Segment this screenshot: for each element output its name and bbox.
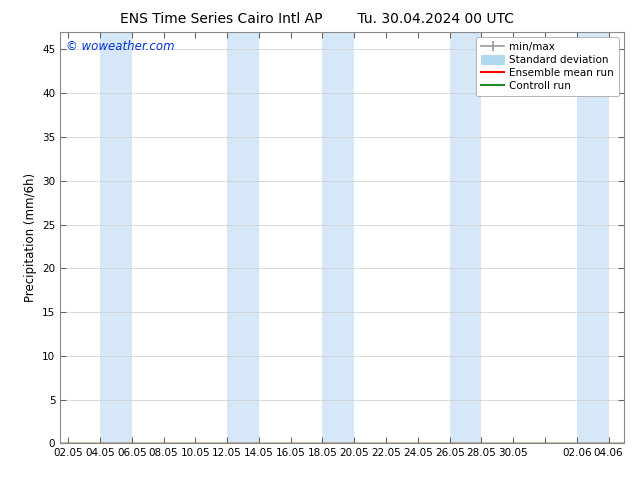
Bar [323,32,354,443]
Bar [450,32,481,443]
Bar [227,32,259,443]
Bar [100,32,132,443]
Y-axis label: Precipitation (mm/6h): Precipitation (mm/6h) [23,173,37,302]
Text: ENS Time Series Cairo Intl AP        Tu. 30.04.2024 00 UTC: ENS Time Series Cairo Intl AP Tu. 30.04.… [120,12,514,26]
Legend: min/max, Standard deviation, Ensemble mean run, Controll run: min/max, Standard deviation, Ensemble me… [476,37,619,96]
Bar [577,32,609,443]
Text: © woweather.com: © woweather.com [66,40,174,53]
